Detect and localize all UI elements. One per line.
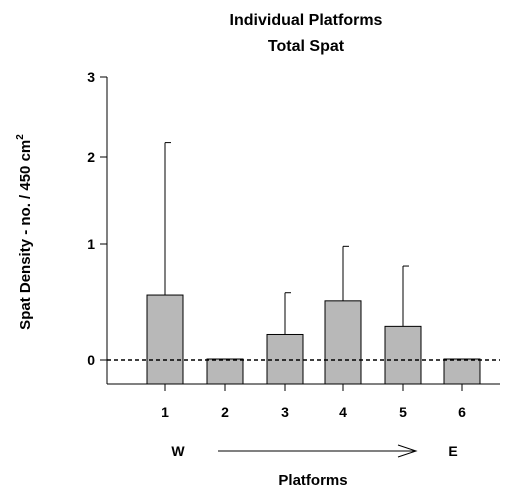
direction-start-label: W [171, 443, 185, 459]
svg-text:Spat Density - no. / 450 cm2: Spat Density - no. / 450 cm2 [15, 134, 34, 330]
y-tick-label: 1 [87, 236, 95, 252]
chart-subtitle: Total Spat [268, 38, 345, 55]
y-tick-label: 3 [87, 69, 95, 85]
y-axis-label-superscript: 2 [15, 134, 26, 140]
x-tick-label: 1 [161, 404, 169, 420]
x-tick-label: 6 [458, 404, 466, 420]
x-tick-label: 3 [281, 404, 289, 420]
direction-end-label: E [448, 443, 457, 459]
x-tick-label: 5 [399, 404, 407, 420]
bar [443, 358, 481, 385]
x-tick-label: 2 [221, 404, 229, 420]
y-axis-label-text: Spat Density - no. / 450 cm [17, 140, 34, 330]
plot-area: 0 1 2 3 1 2 3 4 5 6 [87, 69, 500, 420]
bar [384, 325, 422, 385]
direction-arrow [218, 444, 418, 458]
y-axis-label: Spat Density - no. / 450 cm2 [15, 134, 34, 330]
bar [324, 300, 362, 385]
x-tick-label: 4 [339, 404, 347, 420]
y-tick-label: 0 [87, 352, 95, 368]
x-axis-label: Platforms [278, 472, 347, 488]
bar [266, 333, 304, 385]
bar [146, 294, 184, 385]
bar [206, 358, 244, 385]
y-tick-label: 2 [87, 149, 95, 165]
chart-title: Individual Platforms [230, 12, 383, 29]
